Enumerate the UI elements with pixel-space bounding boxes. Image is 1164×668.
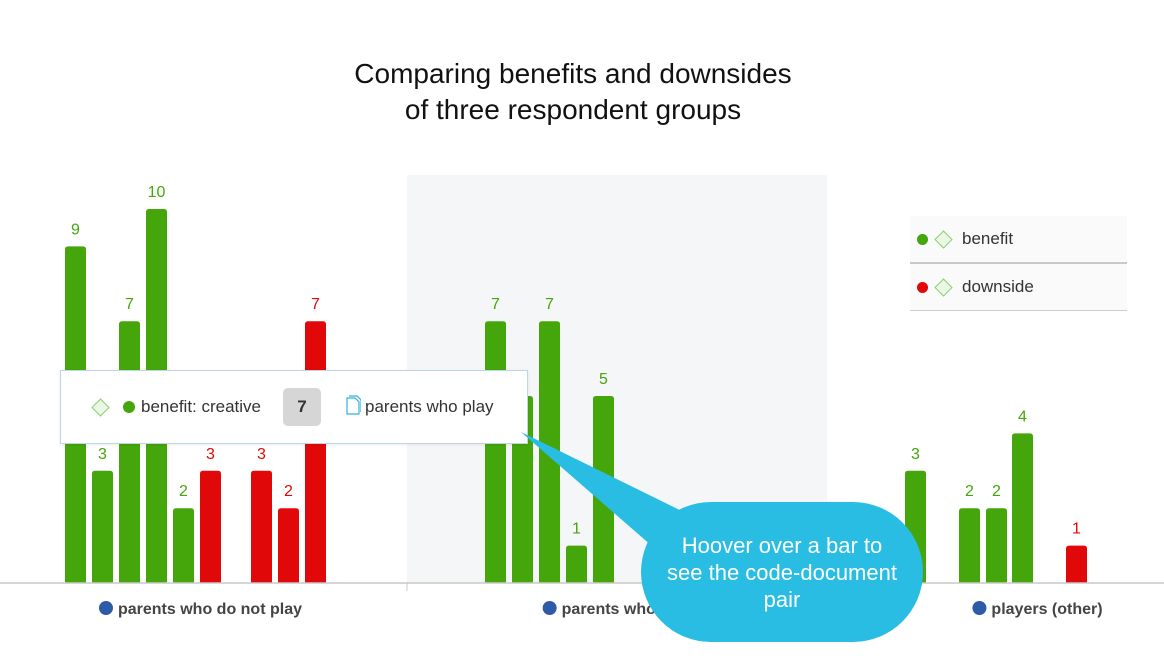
bar-value-label: 2 — [992, 483, 1001, 500]
legend-item-downside[interactable]: downside — [910, 264, 1127, 311]
category-dot-icon — [98, 601, 113, 615]
callout-bubble: Hoover over a bar to see the code-docume… — [641, 502, 923, 642]
x-axis-category-label[interactable]: parents who do not play — [98, 601, 302, 618]
bar-benefit[interactable] — [173, 508, 194, 583]
bar-benefit[interactable] — [959, 508, 980, 583]
category-label-text: players (other) — [991, 601, 1102, 618]
bar-benefit[interactable] — [1012, 433, 1033, 583]
bar-downside[interactable] — [278, 508, 299, 583]
legend-label: downside — [962, 277, 1034, 296]
bar-value-label: 7 — [311, 296, 320, 313]
bar-value-label: 2 — [965, 483, 974, 500]
bar-value-label: 1 — [1072, 521, 1081, 538]
bar-value-label: 2 — [179, 483, 188, 500]
category-dot-icon — [972, 601, 987, 615]
document-icon — [345, 394, 362, 420]
legend-label: benefit — [962, 229, 1014, 248]
bar-value-label: 3 — [257, 446, 266, 463]
chart-title-line-1: Comparing benefits and downsides — [354, 58, 792, 89]
category-label-text: parents who do not play — [118, 601, 302, 618]
bar-value-label: 7 — [491, 296, 500, 313]
bar-value-label: 9 — [71, 221, 80, 238]
chart-title: Comparing benefits and downsides of thre… — [0, 56, 1146, 128]
tooltip-document-label: parents who play — [365, 397, 494, 416]
series-dot-icon — [917, 281, 928, 293]
bar-tooltip: benefit: creative 7 parents who play — [60, 370, 528, 444]
bar-value-label: 7 — [545, 296, 554, 313]
category-dot-icon — [542, 601, 557, 615]
bar-benefit[interactable] — [566, 545, 587, 583]
tooltip-count-badge: 7 — [283, 388, 322, 426]
bar-benefit[interactable] — [92, 470, 113, 583]
bar-value-label: 3 — [98, 446, 107, 463]
bar-value-label: 10 — [148, 184, 166, 201]
callout-text: Hoover over a bar to see the code-docume… — [667, 532, 897, 612]
legend-item-benefit[interactable]: benefit — [910, 216, 1127, 264]
series-dot-icon — [917, 233, 928, 245]
bar-benefit[interactable] — [986, 508, 1007, 583]
bar-downside[interactable] — [251, 470, 272, 583]
bar-value-label: 3 — [911, 446, 920, 463]
bar-value-label: 4 — [1018, 408, 1027, 425]
bar-value-label: 5 — [599, 371, 608, 388]
bar-value-label: 2 — [284, 483, 293, 500]
legend: benefit downside — [910, 216, 1127, 311]
bar-value-label: 1 — [572, 521, 581, 538]
tooltip-code-label: benefit: creative — [141, 397, 262, 416]
chart-title-line-2: of three respondent groups — [404, 94, 742, 125]
bar-downside[interactable] — [1066, 545, 1087, 583]
bar-downside[interactable] — [200, 470, 221, 583]
bar-value-label: 3 — [206, 446, 215, 463]
bar-value-label: 7 — [125, 296, 134, 313]
series-dot-icon — [123, 401, 135, 413]
x-axis-category-label[interactable]: players (other) — [972, 601, 1103, 618]
